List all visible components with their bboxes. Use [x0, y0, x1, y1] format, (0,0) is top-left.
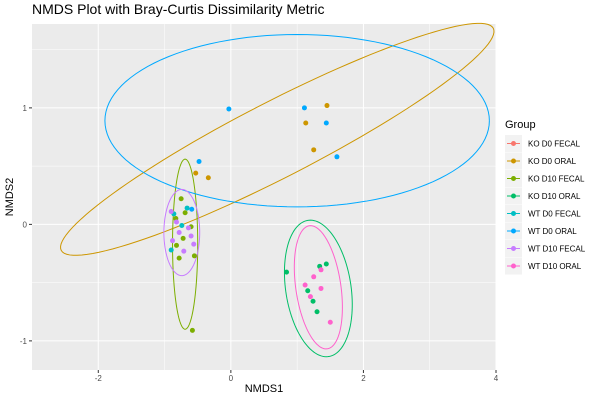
point-wt-d0-fecal: [168, 247, 174, 253]
point-wt-d0-oral: [226, 106, 232, 112]
y-axis-title: NMDS2: [4, 178, 16, 217]
point-wt-d10-fecal: [185, 225, 191, 231]
point-wt-d10-oral: [327, 319, 333, 325]
point-wt-d0-oral: [196, 158, 202, 164]
legend-label: KO D0 FECAL: [528, 140, 581, 149]
x-tick-label: 4: [494, 374, 499, 383]
point-ko-d0-oral: [324, 103, 330, 109]
point-ko-d10-fecal: [178, 196, 184, 202]
legend-item: WT D10 ORAL: [505, 257, 582, 275]
point-ko-d10-fecal: [176, 255, 182, 261]
x-tick-label: 0: [229, 374, 234, 383]
legend-key-point: [511, 263, 516, 269]
legend-item: KO D0 FECAL: [505, 135, 581, 152]
point-wt-d0-fecal: [179, 223, 185, 229]
point-wt-d0-fecal: [184, 205, 190, 211]
point-wt-d10-fecal: [181, 248, 187, 254]
grid-lines: [32, 24, 497, 370]
chart-title: NMDS Plot with Bray-Curtis Dissimilarity…: [32, 1, 324, 17]
point-wt-d10-oral: [302, 282, 308, 288]
data-points: [168, 103, 340, 333]
point-wt-d10-fecal: [188, 233, 194, 239]
legend-label: WT D10 ORAL: [528, 262, 582, 271]
ellipse-ko-d0-oral: [60, 22, 495, 256]
legend-item: WT D10 FECAL: [505, 240, 586, 257]
point-ko-d10-oral: [284, 269, 290, 275]
x-tick-label: -2: [95, 374, 103, 383]
ellipse-wt-d10-fecal: [163, 188, 201, 277]
y-tick-label: 0: [23, 220, 28, 229]
legend-items: KO D0 FECAL KO D0 ORAL KO D10 FECAL KO D10 …: [505, 135, 586, 275]
legend-key-point: [511, 193, 516, 199]
point-ko-d0-oral: [311, 147, 317, 153]
point-ko-d10-oral: [310, 298, 316, 304]
point-wt-d0-oral: [334, 154, 340, 160]
legend-key-point: [511, 176, 516, 181]
legend-key-point: [511, 141, 516, 146]
ellipse-ko-d10-oral: [283, 219, 353, 358]
point-ko-d10-fecal: [174, 242, 180, 248]
x-axis-title: NMDS1: [245, 383, 284, 395]
ellipse-ko-d10-fecal: [172, 158, 199, 330]
point-ko-d10-oral: [314, 309, 320, 315]
point-ko-d0-oral: [193, 170, 199, 176]
point-wt-d0-oral: [323, 120, 329, 126]
point-wt-d10-fecal: [191, 241, 197, 247]
legend-item: WT D0 FECAL: [505, 205, 581, 222]
point-ko-d10-oral: [305, 288, 311, 294]
y-tick-label: -1: [20, 337, 28, 346]
ellipse-wt-d10-oral: [293, 225, 343, 350]
point-ko-d10-fecal: [189, 327, 195, 333]
y-tick-label: 1: [23, 104, 28, 113]
legend-item: WT D0 ORAL: [505, 222, 577, 240]
point-wt-d0-oral: [189, 206, 195, 212]
legend-key-point: [511, 211, 516, 216]
legend-label: WT D10 FECAL: [528, 245, 586, 254]
point-wt-d10-fecal: [170, 238, 176, 244]
legend-label: WT D0 FECAL: [528, 210, 581, 219]
legend-title: Group: [505, 119, 536, 131]
point-ko-d10-fecal: [182, 210, 188, 216]
point-wt-d10-fecal: [168, 209, 174, 215]
legend-item: KO D10 ORAL: [505, 187, 581, 205]
legend-item: KO D10 FECAL: [505, 170, 585, 187]
point-ko-d10-fecal: [191, 253, 197, 259]
ellipse-wt-d0-oral: [104, 33, 490, 208]
point-wt-d10-oral: [307, 294, 313, 300]
point-wt-d10-fecal: [176, 230, 182, 236]
legend-key-point: [511, 158, 516, 164]
legend-item: KO D0 ORAL: [505, 152, 577, 170]
legend-key-point: [511, 246, 516, 251]
x-tick-label: 2: [361, 374, 366, 383]
legend-label: KO D10 FECAL: [528, 175, 585, 184]
point-wt-d0-oral: [301, 105, 307, 111]
point-ko-d0-oral: [303, 120, 309, 126]
axis-ticks: -2 0 2 4 -1 0 1: [20, 104, 499, 383]
plot-panel: [32, 24, 496, 370]
legend-label: KO D10 ORAL: [528, 192, 581, 201]
point-ko-d10-fecal: [180, 235, 186, 241]
point-ko-d0-oral: [205, 175, 211, 181]
legend-label: KO D0 ORAL: [528, 157, 577, 166]
confidence-ellipses: [60, 22, 495, 358]
point-wt-d10-oral: [318, 285, 324, 291]
legend-label: WT D0 ORAL: [528, 227, 577, 236]
point-wt-d10-fecal: [174, 219, 180, 225]
legend-key-point: [511, 228, 516, 234]
point-ko-d10-oral: [323, 261, 329, 267]
point-wt-d10-oral: [318, 267, 324, 273]
point-wt-d10-oral: [311, 274, 317, 280]
